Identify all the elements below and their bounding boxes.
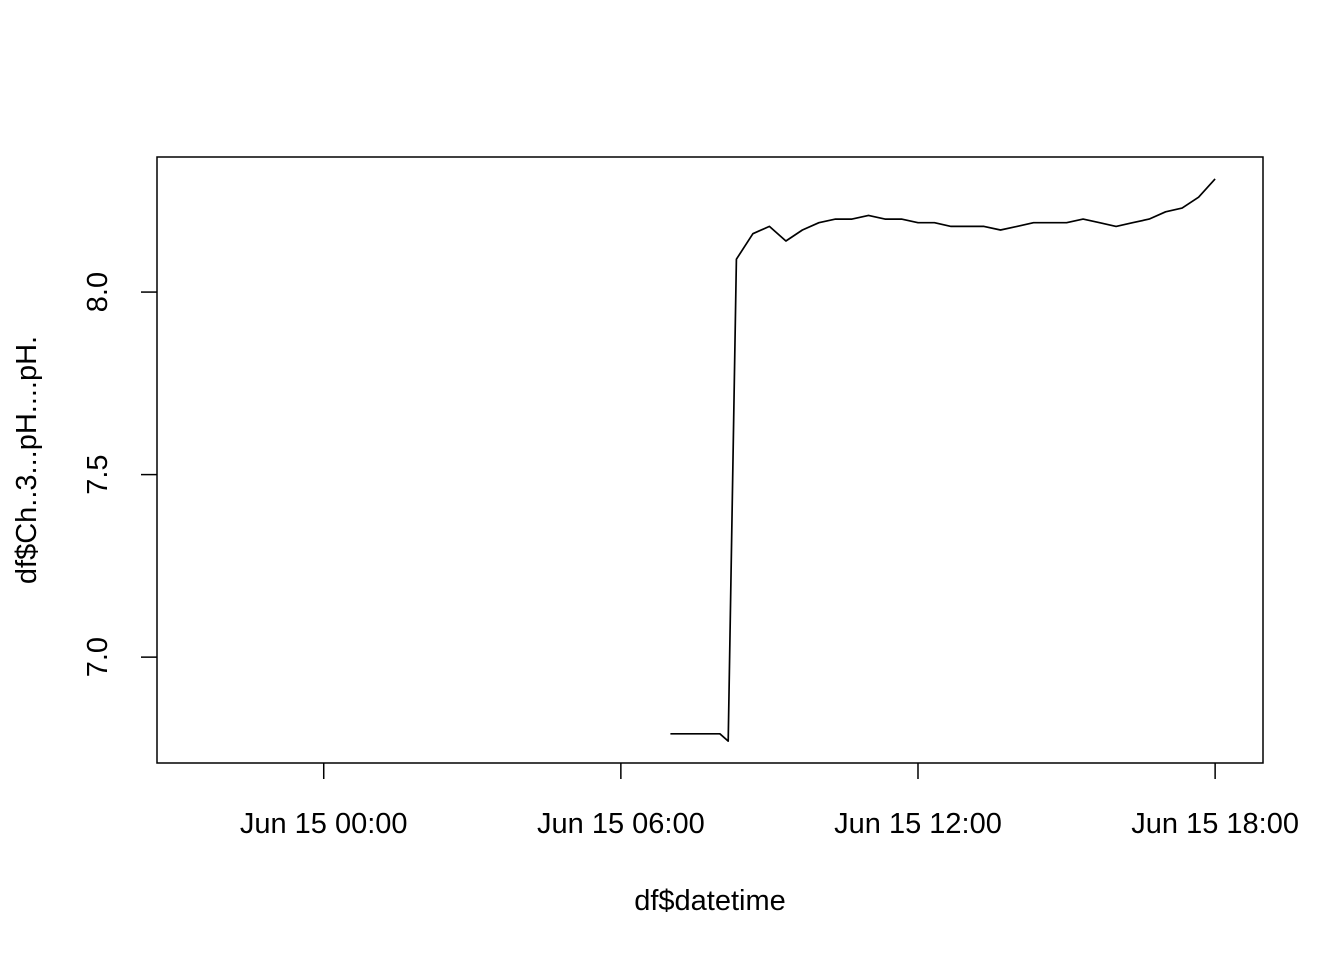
y-axis: 7.0 7.5 8.0	[82, 272, 157, 677]
x-axis-title: df$datetime	[634, 885, 786, 917]
y-tick-label-1: 7.5	[82, 454, 114, 494]
x-axis: Jun 15 00:00 Jun 15 06:00 Jun 15 12:00 Jun …	[240, 763, 1299, 840]
plot-frame	[156, 156, 1264, 764]
x-tick-label-2: Jun 15 12:00	[834, 808, 1002, 840]
x-tick-label-0: Jun 15 00:00	[240, 808, 408, 840]
x-tick-label-1: Jun 15 06:00	[537, 808, 705, 840]
y-tick-label-2: 8.0	[82, 272, 114, 312]
x-tick-label-3: Jun 15 18:00	[1131, 808, 1299, 840]
y-axis-title: df$Ch..3...pH....pH.	[11, 336, 43, 584]
y-tick-label-0: 7.0	[82, 637, 114, 677]
series-line	[670, 178, 1216, 742]
